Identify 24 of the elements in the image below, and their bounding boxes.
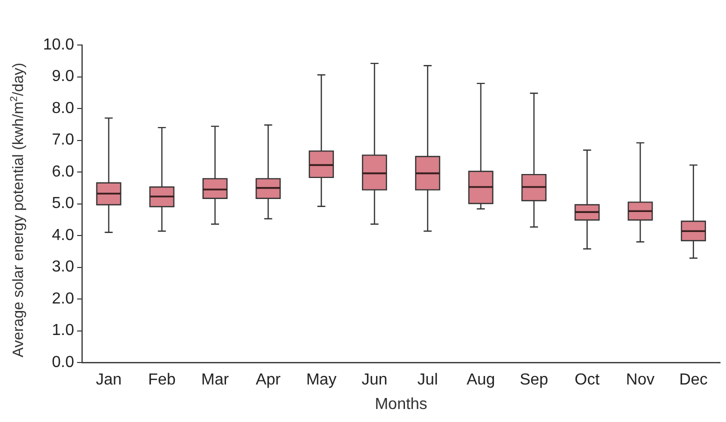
- x-tick-label: Mar: [201, 372, 230, 389]
- y-tick-label: 2.0: [52, 290, 74, 308]
- y-tick-label: 1.0: [52, 322, 74, 340]
- x-tick-label: Jun: [362, 372, 388, 389]
- x-tick-label: Jul: [417, 372, 438, 389]
- y-tick-label: 3.0: [52, 258, 74, 276]
- x-tick-label: Aug: [466, 372, 496, 389]
- y-tick-label: 0.0: [52, 354, 74, 372]
- y-tick-label: 7.0: [52, 132, 74, 149]
- x-tick-label: Feb: [148, 372, 176, 389]
- y-tick-label: 9.0: [52, 68, 74, 86]
- x-axis-title: Months: [374, 396, 428, 413]
- y-tick-label: 6.0: [52, 163, 74, 180]
- x-tick-label: May: [306, 372, 336, 389]
- x-tick-label: Jan: [96, 372, 122, 389]
- y-tick-label: 10.0: [43, 36, 74, 54]
- y-tick-label: 5.0: [52, 195, 74, 212]
- y-tick-label: 8.0: [52, 100, 74, 117]
- x-tick-label: Sep: [520, 372, 548, 389]
- x-tick-label: Dec: [679, 372, 708, 389]
- x-tick-label: Oct: [574, 372, 600, 389]
- x-tick-label: Nov: [626, 372, 654, 389]
- x-tick-label: Apr: [256, 372, 282, 389]
- y-tick-label: 4.0: [52, 226, 74, 244]
